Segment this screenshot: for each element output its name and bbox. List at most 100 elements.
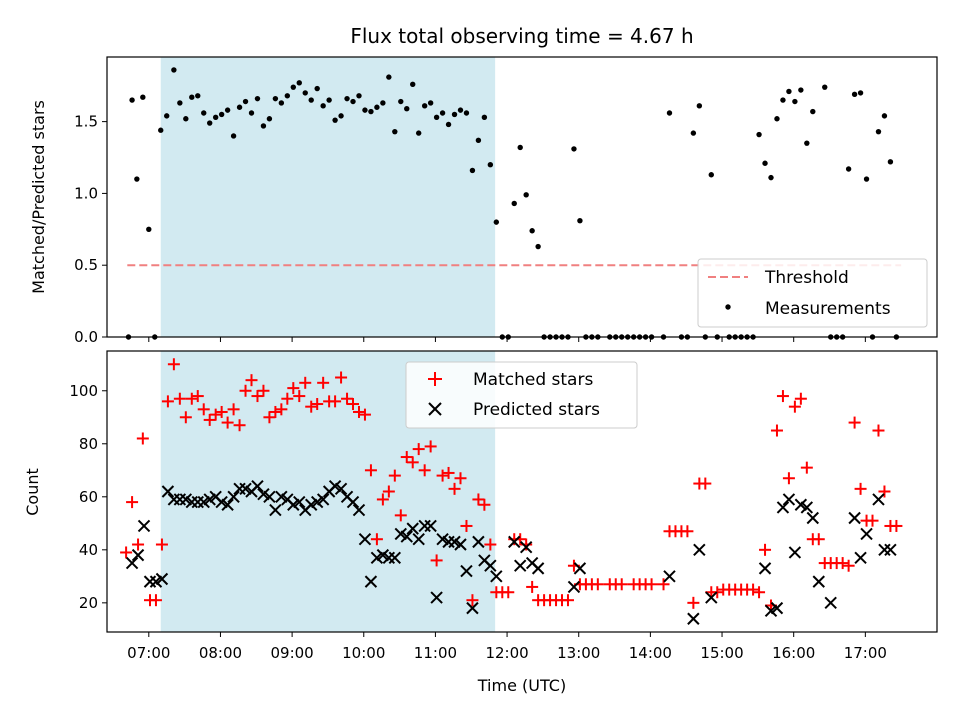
predicted-star-point — [693, 543, 706, 557]
measurement-point — [332, 117, 338, 123]
measurement-point — [224, 107, 231, 113]
matched-star-point — [293, 390, 306, 403]
measurement-point — [302, 90, 308, 96]
measurement-point — [415, 130, 422, 136]
predicted-star-point — [454, 538, 467, 551]
measurement-point — [266, 116, 273, 122]
legend-measurements-label: Measurements — [765, 299, 891, 319]
matched-star-point — [358, 408, 371, 421]
predicted-star-point — [430, 591, 443, 604]
matched-star-point — [400, 451, 413, 464]
matched-star-point — [836, 557, 849, 570]
matched-star-point — [842, 559, 855, 572]
measurement-point — [344, 95, 350, 102]
matched-star-point — [317, 376, 330, 389]
y-tick-label: 0.0 — [74, 328, 98, 346]
matched-star-point — [185, 392, 198, 405]
measurement-point — [236, 104, 243, 110]
x-tick-label: 09:00 — [270, 644, 313, 662]
measurement-point — [887, 159, 894, 165]
matched-star-point — [872, 424, 885, 437]
matched-star-point — [890, 519, 903, 532]
measurement-point — [374, 104, 380, 110]
matched-star-point — [269, 405, 282, 418]
matched-stars-points — [120, 358, 903, 612]
matched-star-point — [866, 514, 879, 527]
measurement-point — [410, 81, 416, 87]
matched-star-point — [561, 594, 574, 607]
matched-star-point — [442, 466, 455, 479]
measurement-point — [822, 84, 828, 90]
matched-star-point — [364, 464, 377, 477]
matched-star-point — [239, 384, 252, 397]
measurement-point — [207, 120, 213, 126]
predicted-star-point — [400, 530, 413, 543]
measurement-point — [284, 93, 291, 99]
measurement-point — [881, 113, 888, 119]
matched-star-point — [466, 594, 479, 607]
predicted-star-point — [334, 482, 348, 496]
measurement-point — [517, 144, 523, 151]
x-axis-label: Time (UTC) — [477, 676, 566, 695]
measurement-point — [475, 137, 482, 143]
predicted-star-point — [221, 498, 234, 511]
predicted-star-point — [406, 522, 419, 535]
predicted-star-point — [364, 575, 378, 588]
legend-matched-label: Matched stars — [473, 370, 593, 390]
predicted-star-point — [412, 533, 425, 546]
bottom-legend: Matched stars Predicted stars — [405, 361, 638, 429]
predicted-star-point — [227, 490, 240, 504]
measurement-point — [350, 98, 356, 105]
bottom-plot-frame — [106, 350, 938, 633]
matched-star-point — [448, 482, 461, 495]
matched-star-point — [418, 464, 431, 477]
measurement-point — [129, 97, 135, 103]
matched-star-point — [335, 371, 348, 384]
measurement-point — [248, 110, 255, 116]
predicted-star-point — [352, 503, 366, 517]
top-legend: Threshold Measurements — [697, 258, 928, 328]
measurement-point — [451, 111, 458, 118]
predicted-star-point — [251, 479, 264, 493]
x-tick-label: 15:00 — [700, 644, 743, 662]
matched-star-point — [209, 408, 222, 421]
predicted-star-point — [573, 562, 587, 575]
measurement-point — [445, 121, 452, 128]
observing-window-shade — [160, 57, 496, 337]
measurement-point — [786, 88, 792, 95]
matched-star-point — [472, 493, 485, 506]
matched-star-point — [848, 416, 861, 429]
measurement-point — [278, 100, 285, 106]
measurement-point — [666, 110, 673, 116]
matched-star-point — [120, 546, 133, 559]
legend-predicted-label: Predicted stars — [473, 400, 600, 420]
predicted-star-point — [860, 527, 873, 541]
matched-star-point — [759, 543, 772, 556]
matched-star-point — [812, 533, 825, 546]
measurement-point — [529, 228, 535, 234]
predicted-star-point — [782, 493, 796, 506]
legend-predicted-swatch — [428, 402, 442, 416]
predicted-star-point — [388, 551, 402, 564]
measurement-point — [463, 110, 470, 116]
matched-star-point — [436, 469, 449, 482]
predicted-star-point — [316, 493, 330, 506]
predicted-star-point — [884, 543, 897, 557]
measurement-point — [851, 91, 858, 98]
predicted-star-point — [800, 501, 814, 514]
measurement-point — [290, 84, 297, 90]
matched-star-point — [287, 382, 300, 395]
matched-star-point — [484, 538, 497, 551]
measurement-point — [158, 127, 164, 133]
predicted-star-point — [806, 511, 820, 525]
matched-star-point — [263, 411, 276, 424]
matched-star-point — [132, 538, 145, 551]
matched-star-point — [341, 392, 354, 405]
measurement-point — [201, 110, 207, 116]
top-plot-frame — [106, 56, 938, 338]
measurement-point — [421, 103, 428, 109]
bottom-y-ticks: 20 40 60 80 100 — [69, 382, 107, 612]
y-tick-label: 1.0 — [74, 184, 98, 202]
measurement-point — [792, 98, 798, 105]
matched-star-point — [454, 472, 467, 485]
